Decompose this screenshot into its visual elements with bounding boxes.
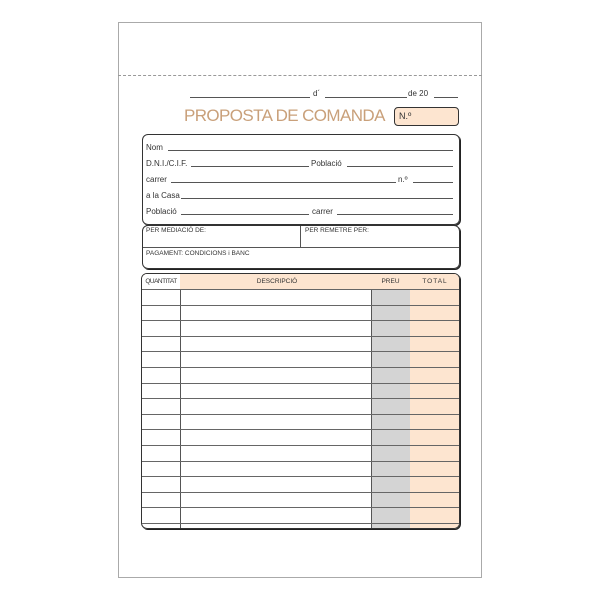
- casa-field[interactable]: [181, 198, 453, 199]
- table-row[interactable]: [142, 507, 459, 524]
- dni-label: D.N.I./C.I.F.: [146, 159, 188, 168]
- table-row[interactable]: [142, 351, 459, 368]
- mediacio-label[interactable]: PER MEDIACIÓ DE:: [146, 227, 206, 234]
- month-line[interactable]: [325, 97, 407, 98]
- carrer-field[interactable]: [171, 182, 396, 183]
- remetre-label[interactable]: PER REMETRE PER:: [305, 227, 369, 234]
- table-row[interactable]: [142, 445, 459, 462]
- year-line[interactable]: [434, 97, 458, 98]
- table-row[interactable]: [142, 491, 459, 509]
- table-row[interactable]: [142, 335, 459, 353]
- table-row[interactable]: [142, 413, 459, 431]
- poblacio2-label: Població: [146, 207, 177, 216]
- numero-label: n.º: [398, 175, 408, 184]
- order-number-field[interactable]: N.º: [394, 107, 459, 126]
- poblacio-label: Població: [311, 159, 342, 168]
- page-title: PROPOSTA DE COMANDA: [184, 106, 385, 125]
- form-sheet: [118, 22, 482, 578]
- col-total: TOTAL: [422, 278, 448, 285]
- poblacio-field[interactable]: [347, 166, 453, 167]
- date-d-label: d´: [313, 89, 321, 98]
- casa-label: a la Casa: [146, 191, 180, 200]
- pagament-label[interactable]: PAGAMENT: CONDICIONS i BANC: [146, 250, 250, 257]
- client-box: Nom D.N.I./C.I.F. Població carrer n.º a …: [142, 134, 460, 225]
- table-row[interactable]: [142, 320, 459, 337]
- nom-field[interactable]: [168, 150, 453, 151]
- col-descripcio: DESCRIPCIÓ: [256, 278, 298, 285]
- numero-field[interactable]: [413, 182, 453, 183]
- table-row[interactable]: [142, 289, 459, 306]
- nom-label: Nom: [146, 143, 163, 152]
- table-row[interactable]: [142, 398, 459, 415]
- date-de-label: de 20: [408, 89, 429, 98]
- col-quantitat: QUANTITAT: [145, 278, 177, 285]
- day-line[interactable]: [190, 97, 310, 98]
- terms-box: PER MEDIACIÓ DE: PER REMETRE PER: PAGAME…: [142, 225, 460, 269]
- items-table: QUANTITAT DESCRIPCIÓ PREU TOTAL: [141, 273, 460, 529]
- table-row[interactable]: [142, 429, 459, 446]
- table-row[interactable]: [142, 304, 459, 322]
- carrer2-field[interactable]: [337, 214, 453, 215]
- col-preu: PREU: [371, 278, 410, 285]
- table-row[interactable]: [142, 523, 459, 528]
- carrer-label: carrer: [146, 175, 167, 184]
- table-row[interactable]: [142, 367, 459, 384]
- poblacio2-field[interactable]: [181, 214, 309, 215]
- table-row[interactable]: [142, 382, 459, 400]
- number-label: N.º: [399, 111, 412, 121]
- table-row[interactable]: [142, 460, 459, 478]
- table-row[interactable]: [142, 476, 459, 493]
- perforation-line: [118, 75, 482, 76]
- carrer2-label: carrer: [312, 207, 333, 216]
- dni-field[interactable]: [191, 166, 309, 167]
